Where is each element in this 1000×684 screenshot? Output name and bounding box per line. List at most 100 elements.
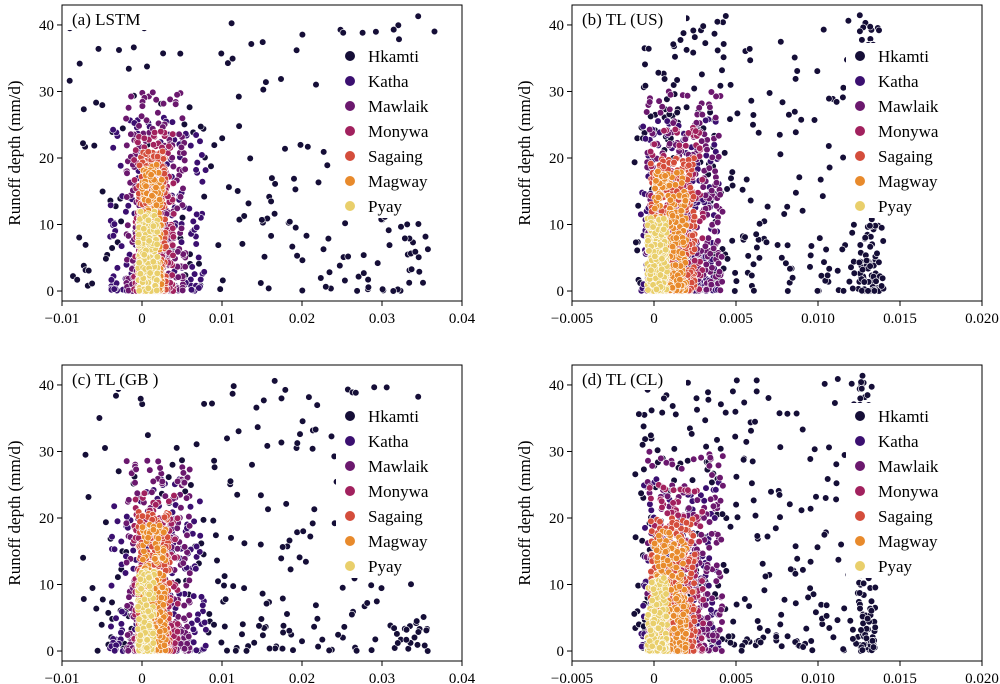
data-point [783,203,791,211]
data-point [168,461,177,469]
data-point [156,464,164,472]
data-point [421,641,429,650]
data-point [121,569,130,577]
data-point [692,119,701,127]
data-point [663,117,671,125]
data-point [298,30,307,39]
data-point [817,176,825,184]
y-tick-label: 30 [549,84,564,100]
data-point [88,584,97,592]
data-point [698,234,707,242]
data-point [633,246,641,254]
data-point [696,144,704,152]
data-point [763,203,772,211]
data-point [277,75,285,83]
legend-label: Pyay [368,197,403,216]
data-point [676,36,685,44]
data-point [671,181,680,189]
data-point [810,116,819,124]
data-point [414,220,423,228]
data-point [390,624,398,632]
data-point [305,393,313,401]
data-point [632,238,640,246]
legend-label: Magway [368,172,428,191]
data-point [110,285,118,293]
data-point [192,131,200,139]
data-point [179,559,187,567]
data-point [716,191,724,199]
data-point [153,253,161,261]
data-point [154,109,162,117]
data-point [186,503,195,511]
y-tick-label: 30 [39,444,54,460]
data-point [654,117,662,125]
data-point [132,495,140,504]
data-point [662,246,670,254]
data-point [784,287,792,295]
data-point [185,611,193,619]
data-point [174,620,182,628]
data-point [168,118,176,126]
data-point [661,172,669,180]
data-point [178,201,186,209]
data-point [180,614,188,623]
data-point [646,148,655,156]
data-point [281,386,289,394]
data-point [172,100,180,108]
data-point [402,626,411,634]
data-point [192,166,200,174]
data-point [151,128,159,137]
data-point [189,217,197,225]
data-point [410,633,419,642]
data-point [88,279,96,288]
data-point [193,223,201,231]
y-axis-title: Runoff depth (mm/d) [5,80,24,225]
data-point [813,287,822,295]
data-point [258,216,266,224]
data-point [839,287,848,295]
data-point [660,127,668,135]
data-point [229,582,237,590]
data-point [254,423,262,431]
data-point [110,502,118,510]
data-point [701,242,710,250]
data-point [135,259,143,267]
data-point [712,113,720,122]
data-point [320,148,328,156]
data-point [162,243,170,251]
data-point [414,393,422,401]
data-point [144,148,152,156]
data-point [250,639,258,647]
data-point [689,48,697,57]
data-point [193,210,201,218]
data-point [257,615,266,623]
data-point [293,528,301,536]
data-point [666,196,675,204]
data-point [672,234,680,242]
data-point [875,26,883,34]
data-point [193,542,201,551]
data-point [690,245,699,253]
data-point [210,457,218,465]
data-point [298,256,307,264]
data-point [252,404,260,412]
data-point [718,208,727,216]
data-point [76,59,84,68]
data-point [864,287,872,295]
data-point [259,589,267,598]
data-point [651,184,659,193]
data-point [755,254,764,262]
data-point [714,237,722,245]
data-point [109,232,117,240]
data-point [180,120,188,128]
data-point [140,251,148,259]
data-point [339,584,347,592]
data-point [646,126,654,134]
data-point [806,263,814,271]
data-point [838,245,846,253]
data-point [820,258,828,266]
data-point [219,276,227,285]
data-point [791,53,799,62]
x-tick-label: 0.01 [209,671,235,684]
data-point [161,513,169,521]
